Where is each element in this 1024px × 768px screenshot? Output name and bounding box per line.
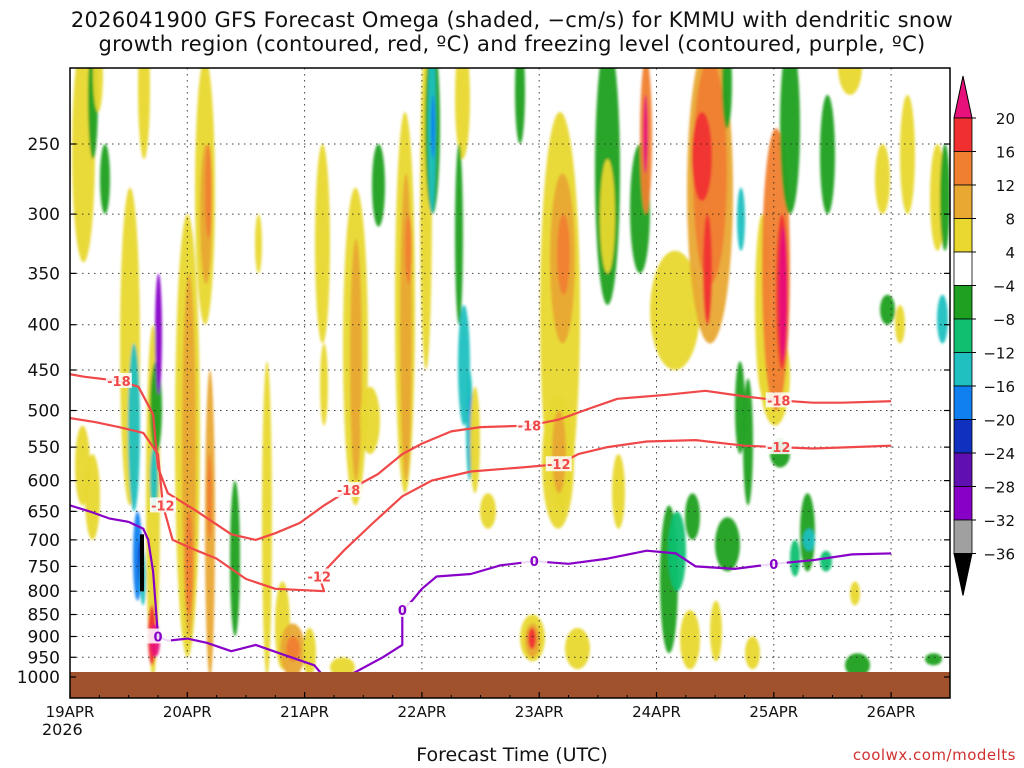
x-tick-label: 23APR: [515, 703, 564, 721]
year-label: 2026: [42, 720, 83, 739]
contour-label: -18: [518, 420, 542, 435]
y-tick-label: 850: [28, 606, 60, 626]
contour--12: [70, 417, 892, 593]
y-tick-label: 700: [28, 531, 60, 551]
x-tick-label: 19APR: [46, 703, 95, 721]
contour-label: -12: [547, 458, 571, 473]
title-line-1: 2026041900 GFS Forecast Omega (shaded, −…: [70, 8, 954, 32]
colorbar-bin: [953, 117, 973, 152]
x-tick-label: 22APR: [397, 703, 446, 721]
colorbar-bin: [953, 419, 973, 454]
contour-label: 0: [153, 630, 162, 645]
y-tick-label: 500: [28, 402, 60, 422]
colorbar-label: 8: [1005, 211, 1015, 229]
x-tick-label: 20APR: [163, 703, 212, 721]
colorbar-bin: [953, 519, 973, 554]
contour-label: 0: [530, 555, 539, 570]
colorbar-bin: [953, 385, 973, 420]
omega-shading: [72, 68, 950, 677]
colorbar-bin: [953, 486, 973, 521]
x-axis: 19APR 20APR 21APR 22APR 23APR 24APR 25APR 26APR: [46, 692, 916, 721]
colorbar-bin: [953, 352, 973, 387]
colorbar-label: −36: [983, 546, 1015, 564]
colorbar-bottom-arrow: [953, 553, 973, 596]
y-axis: 2503003504004505005506006507007508008509…: [17, 135, 950, 688]
contour-label: -12: [308, 571, 332, 586]
colorbar-label: −12: [983, 345, 1015, 363]
contour-label: -12: [767, 441, 791, 456]
contour-label: -18: [107, 375, 131, 390]
contour-label: -12: [151, 499, 175, 514]
contour--18: [70, 373, 892, 541]
x-tick-label: 21APR: [280, 703, 329, 721]
colorbar-label: −4: [993, 278, 1015, 296]
y-tick-label: 900: [28, 627, 60, 647]
x-tick-label: 25APR: [749, 703, 798, 721]
y-tick-label: 350: [28, 264, 60, 284]
colorbar-label: 20: [996, 110, 1015, 128]
colorbar-label: 4: [1005, 244, 1015, 262]
y-tick-label: 550: [28, 438, 60, 458]
x-tick-label: 26APR: [867, 703, 916, 721]
grid-lines: [70, 68, 950, 698]
contour-0: [70, 504, 892, 679]
contour-label: 0: [398, 604, 407, 619]
y-tick-label: 750: [28, 557, 60, 577]
colorbar-bin: [953, 251, 973, 286]
ground-terrain: [70, 672, 950, 698]
y-tick-label: 450: [28, 361, 60, 381]
colorbar: 20 16 12 8 4 −4 −8 −12 −16 −20 −24 −28 −32 −36: [953, 75, 1015, 596]
colorbar-label: −8: [993, 311, 1015, 329]
y-tick-label: 950: [28, 648, 60, 668]
colorbar-label: 16: [996, 144, 1015, 162]
contour-label: 0: [769, 558, 778, 573]
colorbar-label: 12: [996, 177, 1015, 195]
colorbar-label: −28: [983, 479, 1015, 497]
colorbar-bin: [953, 218, 973, 253]
y-tick-label: 250: [28, 135, 60, 155]
title-line-2: growth region (contoured, red, ºC) and f…: [98, 32, 926, 56]
y-tick-label: 300: [28, 205, 60, 225]
y-tick-label: 650: [28, 502, 60, 522]
chart-title: 2026041900 GFS Forecast Omega (shaded, −…: [0, 8, 1024, 56]
contour-label: -18: [767, 394, 791, 409]
y-tick-label: 400: [28, 316, 60, 336]
colorbar-bin: [953, 184, 973, 219]
credit-link[interactable]: coolwx.com/modelts: [852, 746, 1016, 764]
colorbar-label: −32: [983, 512, 1015, 530]
colorbar-bin: [953, 285, 973, 320]
contour-label: -18: [337, 484, 361, 499]
colorbar-bin: [953, 318, 973, 353]
y-tick-label: 800: [28, 582, 60, 602]
colorbar-label: −16: [983, 378, 1015, 396]
contour-lines: [70, 373, 892, 679]
x-tick-label: 24APR: [632, 703, 681, 721]
colorbar-bin: [953, 452, 973, 487]
y-tick-label: 600: [28, 472, 60, 492]
y-tick-label: 1000: [17, 668, 60, 688]
contour-labels: -18 -18 -18 -18 -12 -12 -12 -12 0 0 0 0: [105, 372, 792, 645]
colorbar-label: −20: [983, 412, 1015, 430]
colorbar-label: −24: [983, 445, 1015, 463]
colorbar-bin: [953, 151, 973, 186]
x-axis-title: Forecast Time (UTC): [416, 744, 608, 766]
colorbar-top-arrow: [953, 75, 973, 119]
